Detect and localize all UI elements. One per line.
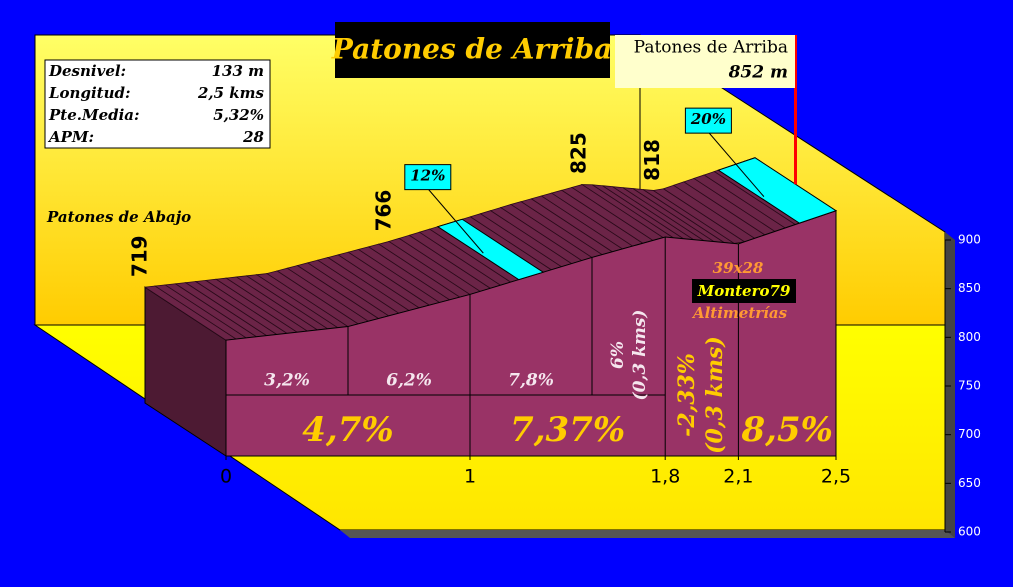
steep-band [717,157,838,224]
x-tick-label: 1,8 [650,466,680,488]
elevation-label: 766 [372,190,396,232]
lower-gradient-label: 8,5% [740,410,832,450]
elevation-label: 825 [567,132,591,174]
stat-name: APM: [47,128,94,146]
upper-gradient-note: (0,3 kms) [630,310,650,401]
y-tick-label: 800 [958,330,981,344]
end-box [615,35,795,88]
credit: Montero79 [697,282,791,300]
stat-value: 2,5 kms [197,84,265,102]
start-label: Patones de Abajo [46,208,191,226]
y-tick-label: 850 [958,281,981,295]
y-tick-label: 600 [958,525,981,539]
stats-box [44,59,271,149]
title-box [335,22,610,78]
y-tick-label: 650 [958,476,981,490]
steep-label: 20% [690,110,726,128]
end-value-label: 852 m [728,63,788,83]
stat-name: Desnivel: [48,62,126,80]
y-tick-label: 700 [958,427,981,441]
lower-gradient-label: 7,37% [510,410,625,450]
x-tick-label: 2,1 [723,466,753,488]
elevation-label: 719 [128,235,152,277]
x-tick-label: 1 [464,466,476,488]
upper-gradient-label: 6,2% [386,371,432,391]
x-tick-label: 2,5 [821,466,851,488]
x-tick-label: 0 [220,466,232,488]
steep-band [436,218,545,281]
steep-label: 12% [410,167,445,185]
chart-title: Patones de Arriba [331,33,612,66]
stat-value: 133 m [212,62,264,80]
end-label: Patones de Arriba [634,38,788,58]
y-tick-label: 900 [958,233,981,247]
floor-edge [340,530,955,538]
lower-gradient-label: -2,33% [674,353,700,437]
stat-value: 28 [242,128,264,146]
credit-box [692,279,796,303]
steep-leader [708,131,765,197]
stat-name: Pte.Media: [48,106,140,124]
steep-tag [684,107,732,134]
lower-gradient-note: (0,3 kms) [702,336,728,454]
credit: 39x28 [713,259,764,277]
steep-tag [404,164,452,191]
upper-gradient-label: 6% [608,341,628,369]
upper-gradient-label: 7,8% [508,371,554,391]
upper-gradient-label: 3,2% [264,371,310,391]
elevation-label: 818 [640,139,664,181]
axis-edge [945,232,955,538]
stat-value: 5,32% [213,106,264,124]
steep-leader [427,188,484,254]
stat-name: Longitud: [48,84,131,102]
y-tick-label: 750 [958,379,981,393]
credit: Altimetrías [691,304,788,322]
lower-gradient-label: 4,7% [302,410,393,450]
